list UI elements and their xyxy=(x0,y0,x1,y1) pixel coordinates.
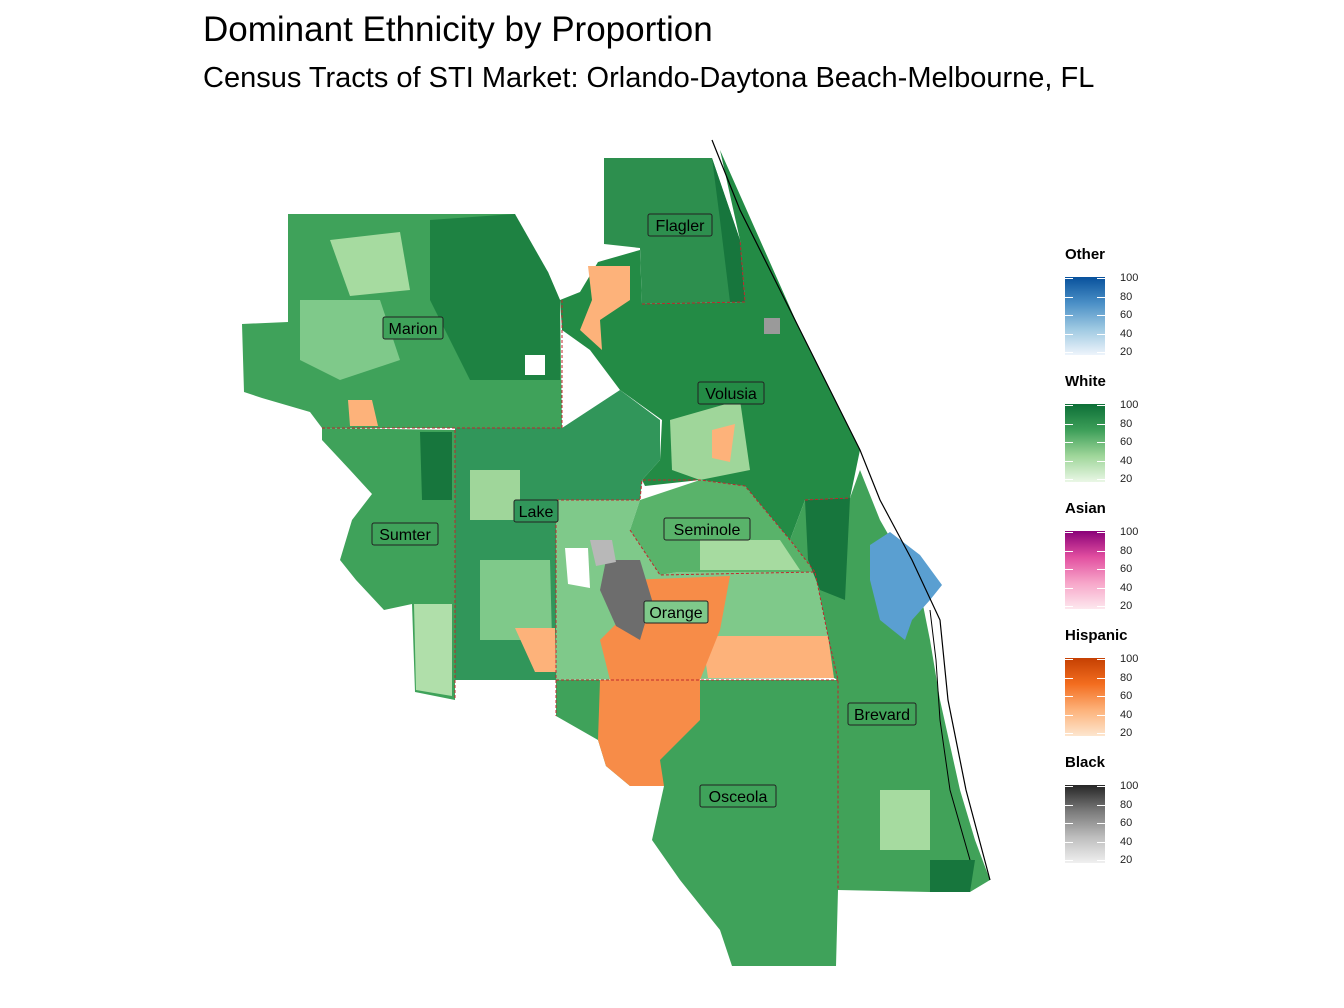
legend-tick-label: 80 xyxy=(1120,417,1133,430)
tract-brevard-light xyxy=(880,790,930,850)
legend-tick-label: 60 xyxy=(1120,436,1133,448)
legend-tick-label: 40 xyxy=(1120,454,1133,467)
legend-tick-label: 40 xyxy=(1120,327,1133,340)
svg-text:Seminole: Seminole xyxy=(674,522,741,539)
legend-tick-label: 80 xyxy=(1120,290,1133,303)
legend-tick-label: 100 xyxy=(1120,399,1139,411)
tract-orange-hisp-west xyxy=(515,628,556,672)
coastline xyxy=(711,139,991,881)
legend-title: White xyxy=(1065,373,1106,390)
legend-tick-label: 20 xyxy=(1120,600,1133,612)
tract-marion-hisp xyxy=(348,400,378,426)
legend-tick-label: 40 xyxy=(1120,835,1133,848)
legend-colorbar xyxy=(1065,658,1105,736)
tract-orange-black xyxy=(600,560,652,640)
tract-orange-hisp-east xyxy=(702,636,834,678)
legend-asian: Asian 100 80 60 40 20 xyxy=(1064,500,1174,627)
label-volusia: Volusia xyxy=(697,381,765,405)
tract-sumter-light xyxy=(414,604,452,696)
legend-tick-label: 60 xyxy=(1120,563,1133,575)
legend-colorbar xyxy=(1065,785,1105,863)
legend-colorbar xyxy=(1065,404,1105,482)
lake-orange xyxy=(565,548,590,588)
label-sumter: Sumter xyxy=(371,522,439,546)
svg-text:Osceola: Osceola xyxy=(709,789,768,806)
legend-title: Hispanic xyxy=(1065,627,1128,644)
tract-flagler-dark xyxy=(712,158,745,302)
legend-white: White 100 80 60 40 20 xyxy=(1064,373,1174,500)
legend-tick-label: 40 xyxy=(1120,581,1133,594)
legend-tick-label: 100 xyxy=(1120,653,1139,665)
legend-tick-label: 100 xyxy=(1120,526,1139,538)
legend-tick-label: 100 xyxy=(1120,272,1139,284)
legend-tick-label: 20 xyxy=(1120,473,1133,485)
svg-text:Sumter: Sumter xyxy=(379,527,431,544)
legend-other: Other 100 80 60 40 20 xyxy=(1064,246,1174,373)
legend-tick-label: 60 xyxy=(1120,690,1133,702)
legend-title: Other xyxy=(1065,246,1106,263)
legend-colorbar xyxy=(1065,531,1105,609)
tract-volusia-hisp-west xyxy=(580,266,630,350)
label-seminole: Seminole xyxy=(663,517,751,541)
label-lake: Lake xyxy=(513,499,559,523)
tract-lake-light2 xyxy=(480,560,552,640)
label-brevard: Brevard xyxy=(847,702,917,726)
map-subtitle: Census Tracts of STI Market: Orlando-Day… xyxy=(203,62,1095,94)
legend-hispanic: Hispanic 100 80 60 40 20 xyxy=(1064,627,1174,754)
legend-tick-label: 80 xyxy=(1120,798,1133,811)
label-marion: Marion xyxy=(382,316,444,340)
svg-text:Lake: Lake xyxy=(519,504,554,521)
legend-tick-label: 80 xyxy=(1120,544,1133,557)
barrier-island xyxy=(929,609,971,861)
tract-brevard-dark xyxy=(805,498,850,600)
legend-title: Black xyxy=(1065,754,1106,771)
tract-lake-light xyxy=(470,470,520,520)
tract-marion-light2 xyxy=(330,232,410,296)
tract-marion-light xyxy=(300,300,400,380)
svg-text:Orange: Orange xyxy=(649,605,702,622)
label-orange: Orange xyxy=(643,600,709,624)
legend-tick-label: 20 xyxy=(1120,346,1133,358)
svg-text:Flagler: Flagler xyxy=(656,218,706,235)
svg-text:Marion: Marion xyxy=(389,321,438,338)
tract-osceola-hisp xyxy=(598,680,700,786)
map-title: Dominant Ethnicity by Proportion xyxy=(203,10,713,49)
tract-seminole-light xyxy=(700,540,800,570)
legend-colorbar xyxy=(1065,277,1105,355)
label-flagler: Flagler xyxy=(647,213,713,237)
tract-sumter-dark xyxy=(420,432,452,500)
legend-tick-label: 80 xyxy=(1120,671,1133,684)
label-osceola: Osceola xyxy=(699,784,777,808)
legend: Other 100 80 60 40 20 White 100 80 60 40 20 Asian 100… xyxy=(1064,246,1174,881)
tract-volusia-black xyxy=(764,318,780,334)
tract-brevard-other xyxy=(870,532,942,640)
county-volusia xyxy=(560,150,860,540)
legend-tick-label: 60 xyxy=(1120,817,1133,829)
legend-tick-label: 40 xyxy=(1120,708,1133,721)
tract-marion-dark xyxy=(430,214,560,380)
legend-title: Asian xyxy=(1065,500,1106,517)
legend-tick-label: 20 xyxy=(1120,854,1133,866)
svg-text:Volusia: Volusia xyxy=(705,386,757,403)
legend-tick-label: 60 xyxy=(1120,309,1133,321)
tract-brevard-dark-south xyxy=(930,860,975,892)
legend-tick-label: 20 xyxy=(1120,727,1133,739)
county-boundaries xyxy=(322,239,851,890)
legend-tick-label: 100 xyxy=(1120,780,1139,792)
county-labels: Flagler Marion Volusia Lake Seminole Sum… xyxy=(371,213,917,808)
tract-volusia-hisp-east xyxy=(712,424,735,462)
lake-marion xyxy=(525,355,545,375)
legend-black: Black 100 80 60 40 20 xyxy=(1064,754,1174,881)
svg-text:Brevard: Brevard xyxy=(854,707,910,724)
tract-orange-black-light xyxy=(590,540,616,566)
